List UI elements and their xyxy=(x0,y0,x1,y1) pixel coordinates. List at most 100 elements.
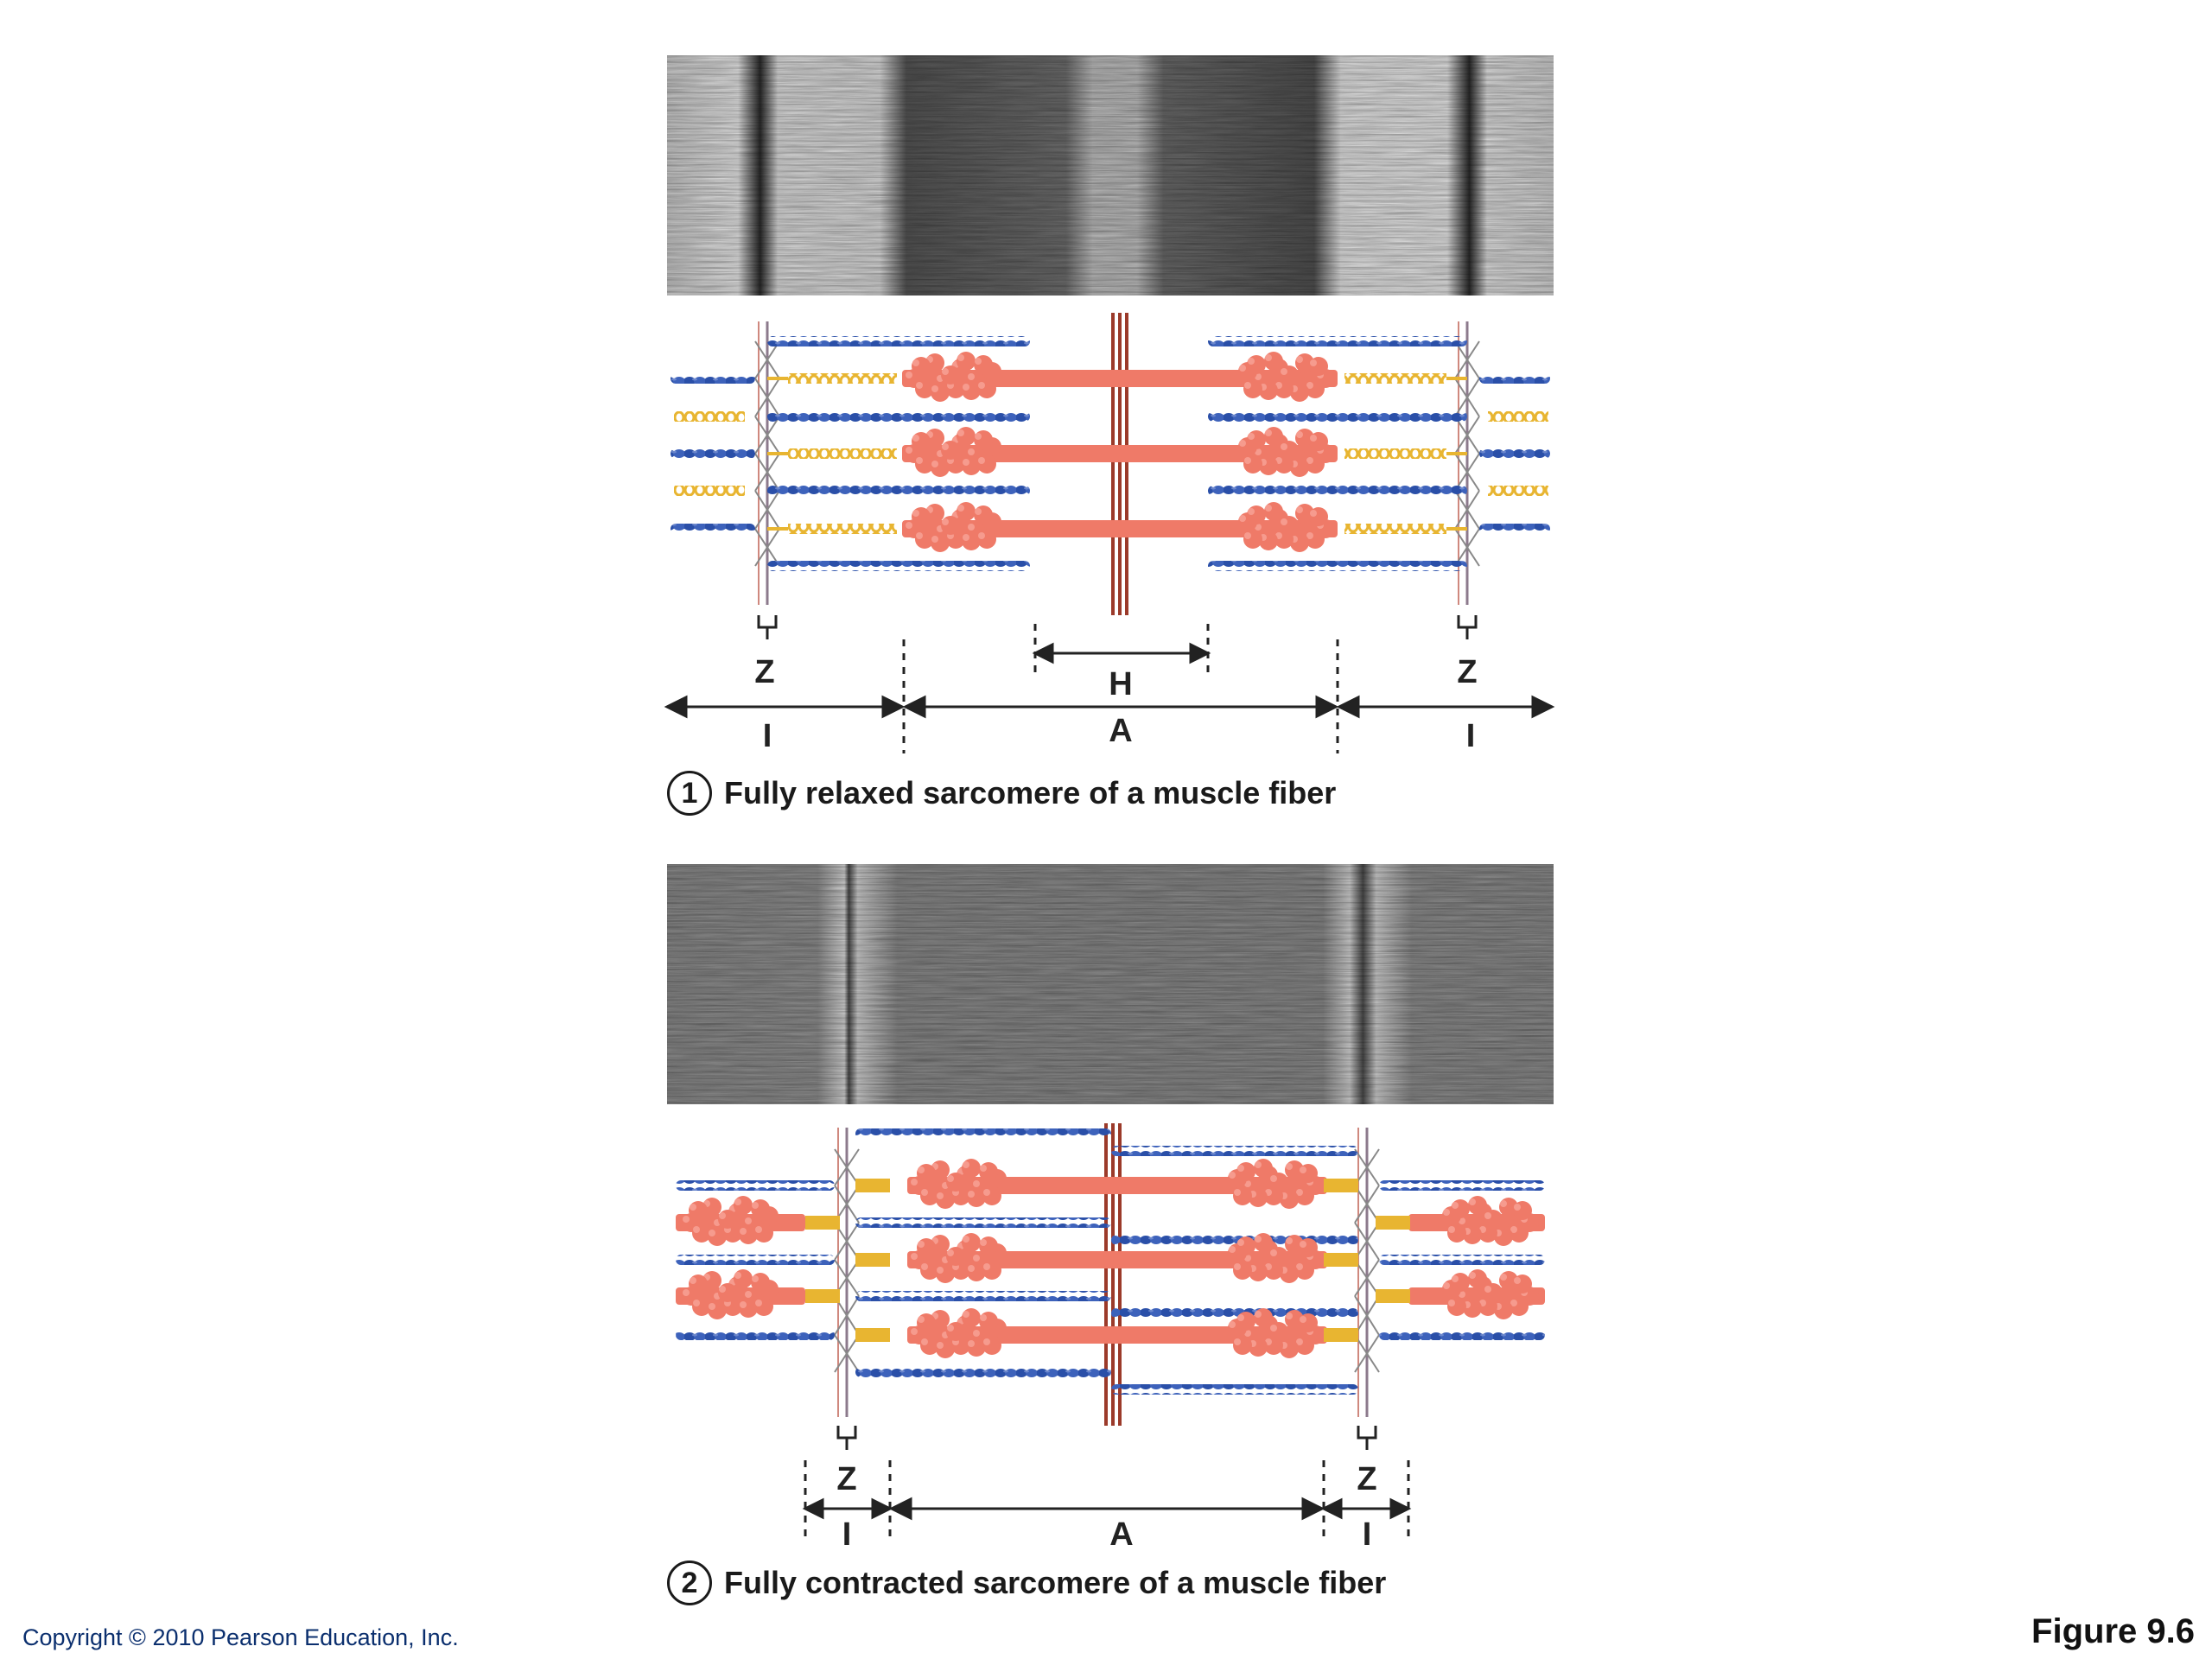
titin-filament xyxy=(1344,524,1446,534)
actin-filament xyxy=(1208,486,1467,496)
actin-filament xyxy=(855,1367,1111,1377)
band-arrows-relaxed xyxy=(664,695,1555,719)
contracted-micrograph xyxy=(667,864,1554,1104)
titin-filament xyxy=(1488,486,1548,496)
titin-filament xyxy=(1324,1328,1358,1342)
actin-filament xyxy=(767,486,1030,496)
myosin-heads xyxy=(1238,352,1335,402)
titin-filament xyxy=(788,448,897,459)
actin-filament xyxy=(1379,1255,1545,1265)
z-bracket-right xyxy=(1457,615,1478,639)
actin-filament xyxy=(1208,411,1467,422)
titin-filament xyxy=(1376,1216,1410,1230)
a-label-contracted: A xyxy=(1109,1516,1133,1553)
actin-filament xyxy=(1111,1308,1358,1319)
myosin-filament xyxy=(902,370,1338,387)
relaxed-micrograph xyxy=(667,55,1554,296)
actin-filament xyxy=(1111,1146,1358,1156)
actin-filament xyxy=(1111,1384,1358,1395)
myosin-heads xyxy=(682,1269,779,1319)
z-label-right-contracted: Z xyxy=(1357,1461,1376,1497)
step-number-2: 2 xyxy=(667,1560,712,1605)
myosin-heads xyxy=(1442,1269,1539,1319)
myosin-heads xyxy=(910,1233,1007,1283)
m-line xyxy=(1111,313,1128,615)
titin-filament xyxy=(855,1179,890,1192)
myosin-heads xyxy=(682,1196,779,1246)
caption-relaxed: 1 Fully relaxed sarcomere of a muscle fi… xyxy=(667,771,1336,816)
actin-filament xyxy=(855,1217,1111,1228)
actin-filament xyxy=(671,524,755,534)
myosin-heads xyxy=(1238,502,1335,552)
relaxed-panel: Z Z H I A I xyxy=(664,55,1555,754)
z-disc xyxy=(1454,321,1480,605)
z-bracket-right-contracted xyxy=(1357,1426,1377,1450)
myosin-heads xyxy=(905,502,1001,552)
myosin-heads xyxy=(905,352,1001,402)
actin-filament xyxy=(767,561,1030,571)
a-band-boundaries xyxy=(902,639,1339,753)
z-label-left-contracted: Z xyxy=(836,1461,856,1497)
z-bracket-left xyxy=(757,615,778,639)
band-arrows-contracted xyxy=(802,1497,1412,1521)
actin-filament xyxy=(1111,1235,1358,1245)
titin-filament xyxy=(1344,448,1446,459)
titin-filament xyxy=(1324,1253,1358,1267)
m-line xyxy=(1104,1123,1122,1426)
myosin-heads xyxy=(1228,1159,1325,1209)
titin-filament xyxy=(855,1328,890,1342)
titin-filament xyxy=(1488,411,1548,422)
actin-filament xyxy=(676,1255,835,1265)
actin-filament xyxy=(855,1128,1111,1139)
z-disc xyxy=(834,1128,860,1417)
titin-filament xyxy=(788,373,897,384)
titin-filament xyxy=(788,524,897,534)
titin-filament xyxy=(674,486,745,496)
z-bracket-left-contracted xyxy=(836,1426,857,1450)
relaxed-sarcomere-diagram xyxy=(671,313,1550,615)
myosin-filament xyxy=(907,1177,1327,1194)
actin-filament xyxy=(676,1330,835,1340)
myosin-heads xyxy=(910,1308,1007,1358)
actin-filament xyxy=(671,373,755,384)
actin-filament xyxy=(767,336,1030,346)
z-disc xyxy=(754,321,780,605)
z-label-left: Z xyxy=(754,654,774,690)
actin-filament xyxy=(767,411,1030,422)
titin-filament xyxy=(805,1289,840,1303)
titin-filament xyxy=(1324,1179,1358,1192)
i-label-left: I xyxy=(763,718,772,754)
h-band-arrow xyxy=(1032,624,1211,676)
myosin-heads xyxy=(1238,427,1335,477)
a-label: A xyxy=(1109,713,1132,749)
myosin-filament xyxy=(907,1251,1327,1268)
myosin-filament xyxy=(907,1326,1327,1344)
titin-filament xyxy=(674,411,745,422)
caption-contracted: 2 Fully contracted sarcomere of a muscle… xyxy=(667,1560,1386,1605)
titin-filament xyxy=(855,1253,890,1267)
actin-filament xyxy=(1379,1330,1545,1340)
actin-filament xyxy=(671,448,755,459)
step-number-1: 1 xyxy=(667,771,712,816)
copyright-notice: Copyright © 2010 Pearson Education, Inc. xyxy=(22,1624,459,1650)
z-label-right: Z xyxy=(1457,654,1477,690)
titin-filament xyxy=(1344,373,1446,384)
i-label-right-contracted: I xyxy=(1363,1516,1372,1553)
actin-filament xyxy=(1479,448,1550,459)
myosin-filament xyxy=(902,520,1338,537)
myosin-filament xyxy=(902,445,1338,462)
i-label-right: I xyxy=(1466,718,1476,754)
actin-filament xyxy=(1479,373,1550,384)
i-label-left-contracted: I xyxy=(842,1516,852,1553)
h-label: H xyxy=(1109,666,1132,702)
contracted-panel: Z Z I A I xyxy=(667,864,1554,1553)
caption-relaxed-text: Fully relaxed sarcomere of a muscle fibe… xyxy=(724,775,1337,810)
actin-filament xyxy=(1479,524,1550,534)
caption-contracted-text: Fully contracted sarcomere of a muscle f… xyxy=(724,1565,1387,1600)
myosin-heads xyxy=(905,427,1001,477)
actin-filament xyxy=(676,1180,835,1191)
actin-filament xyxy=(1208,336,1467,346)
figure-label: Figure 9.6 xyxy=(2031,1612,2195,1650)
z-disc xyxy=(1354,1128,1380,1417)
